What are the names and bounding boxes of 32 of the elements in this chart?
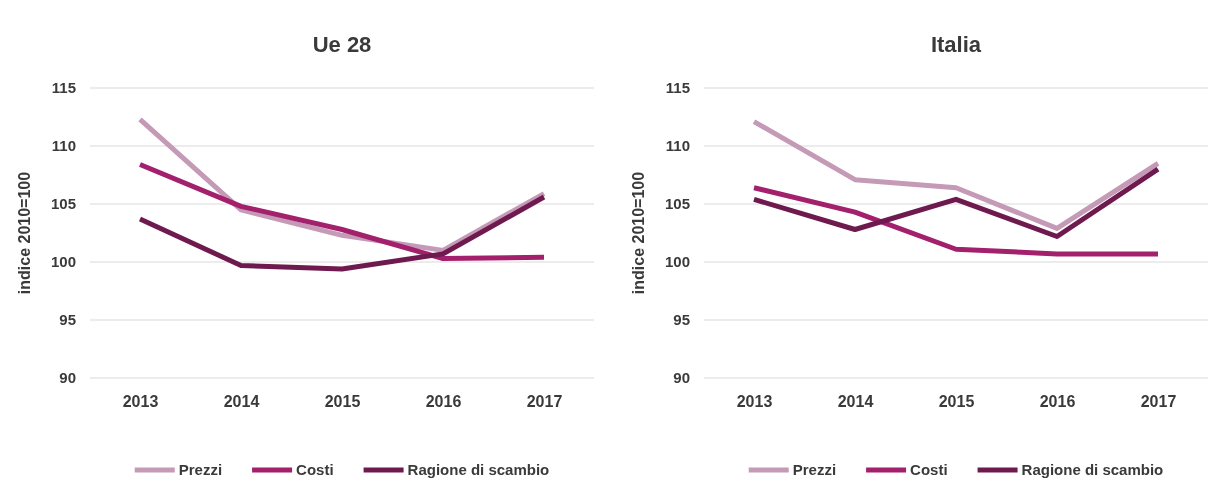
x-tick-label: 2016 [1039, 393, 1076, 411]
y-axis-title: indice 2010=100 [16, 171, 33, 295]
chart-title: Ue 28 [312, 32, 372, 57]
x-tick-label: 2016 [425, 393, 462, 411]
y-tick-label: 100 [664, 253, 690, 271]
y-tick-label: 110 [665, 137, 690, 155]
x-tick-label: 2015 [324, 393, 361, 411]
x-tick-label: 2014 [223, 393, 260, 411]
legend-label: Ragione di scambio [1021, 461, 1164, 478]
legend-label: Costi [910, 461, 948, 478]
y-tick-label: 115 [665, 79, 690, 97]
y-tick-label: 105 [50, 195, 76, 213]
x-tick-label: 2014 [837, 393, 874, 411]
y-tick-label: 95 [59, 311, 76, 329]
y-tick-label: 110 [51, 137, 76, 155]
x-tick-label: 2013 [122, 393, 159, 411]
y-tick-label: 100 [50, 253, 76, 271]
x-tick-label: 2017 [526, 393, 563, 411]
legend-label: Prezzi [178, 461, 223, 478]
x-tick-label: 2017 [1140, 393, 1177, 411]
y-tick-label: 90 [673, 369, 690, 387]
x-tick-label: 2015 [938, 393, 975, 411]
y-tick-label: 115 [51, 79, 76, 97]
legend-label: Costi [296, 461, 334, 478]
y-tick-label: 105 [664, 195, 690, 213]
y-tick-label: 95 [673, 311, 690, 329]
chart-title: Italia [930, 32, 982, 57]
legend-label: Ragione di scambio [407, 461, 550, 478]
y-tick-label: 90 [59, 369, 76, 387]
x-tick-label: 2013 [736, 393, 773, 411]
y-axis-title: indice 2010=100 [630, 171, 647, 295]
legend-label: Prezzi [792, 461, 837, 478]
